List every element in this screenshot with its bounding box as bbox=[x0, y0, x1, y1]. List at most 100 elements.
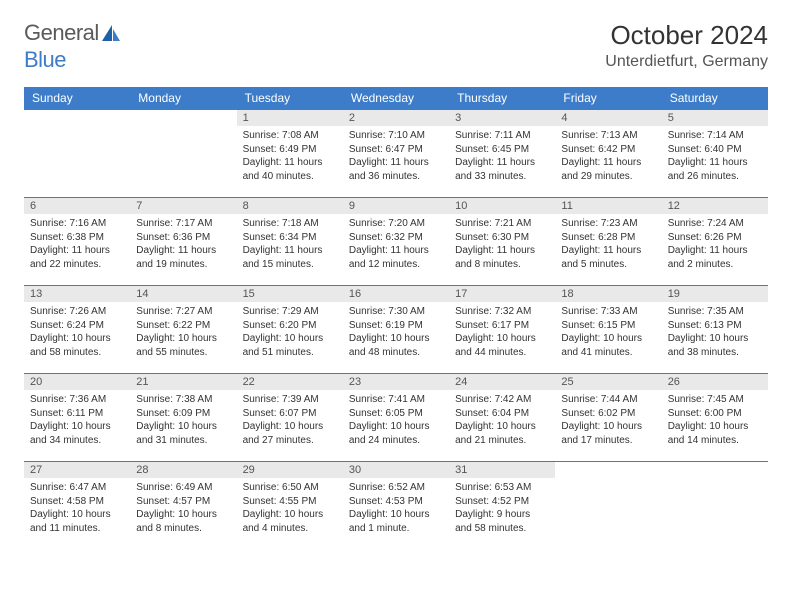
sunrise-text: Sunrise: 7:42 AM bbox=[455, 393, 549, 407]
daylight-text: Daylight: 10 hours and 48 minutes. bbox=[349, 332, 443, 359]
sunrise-text: Sunrise: 7:38 AM bbox=[136, 393, 230, 407]
day-details: Sunrise: 7:35 AMSunset: 6:13 PMDaylight:… bbox=[662, 302, 768, 363]
day-details: Sunrise: 6:52 AMSunset: 4:53 PMDaylight:… bbox=[343, 478, 449, 539]
sunrise-text: Sunrise: 7:21 AM bbox=[455, 217, 549, 231]
day-number: 12 bbox=[662, 198, 768, 214]
weekday-header: Thursday bbox=[449, 87, 555, 110]
day-details: Sunrise: 7:13 AMSunset: 6:42 PMDaylight:… bbox=[555, 126, 661, 187]
sunrise-text: Sunrise: 7:14 AM bbox=[668, 129, 762, 143]
calendar-day-cell: 31Sunrise: 6:53 AMSunset: 4:52 PMDayligh… bbox=[449, 462, 555, 550]
daylight-text: Daylight: 10 hours and 21 minutes. bbox=[455, 420, 549, 447]
day-number: 14 bbox=[130, 286, 236, 302]
daylight-text: Daylight: 10 hours and 38 minutes. bbox=[668, 332, 762, 359]
sunset-text: Sunset: 6:02 PM bbox=[561, 407, 655, 421]
calendar-day-cell bbox=[555, 462, 661, 550]
sunrise-text: Sunrise: 6:47 AM bbox=[30, 481, 124, 495]
calendar-day-cell: 29Sunrise: 6:50 AMSunset: 4:55 PMDayligh… bbox=[237, 462, 343, 550]
day-details: Sunrise: 7:17 AMSunset: 6:36 PMDaylight:… bbox=[130, 214, 236, 275]
daylight-text: Daylight: 10 hours and 44 minutes. bbox=[455, 332, 549, 359]
day-number: 26 bbox=[662, 374, 768, 390]
sunrise-text: Sunrise: 7:08 AM bbox=[243, 129, 337, 143]
calendar-day-cell: 27Sunrise: 6:47 AMSunset: 4:58 PMDayligh… bbox=[24, 462, 130, 550]
daylight-text: Daylight: 10 hours and 55 minutes. bbox=[136, 332, 230, 359]
sunset-text: Sunset: 6:24 PM bbox=[30, 319, 124, 333]
weekday-header: Saturday bbox=[662, 87, 768, 110]
weekday-header: Friday bbox=[555, 87, 661, 110]
calendar-day-cell: 12Sunrise: 7:24 AMSunset: 6:26 PMDayligh… bbox=[662, 198, 768, 286]
calendar-day-cell: 18Sunrise: 7:33 AMSunset: 6:15 PMDayligh… bbox=[555, 286, 661, 374]
sunset-text: Sunset: 6:45 PM bbox=[455, 143, 549, 157]
calendar-day-cell: 16Sunrise: 7:30 AMSunset: 6:19 PMDayligh… bbox=[343, 286, 449, 374]
sunrise-text: Sunrise: 7:36 AM bbox=[30, 393, 124, 407]
day-number: 24 bbox=[449, 374, 555, 390]
daylight-text: Daylight: 10 hours and 1 minute. bbox=[349, 508, 443, 535]
location-label: Unterdietfurt, Germany bbox=[605, 53, 768, 71]
sunset-text: Sunset: 6:20 PM bbox=[243, 319, 337, 333]
sunrise-text: Sunrise: 7:20 AM bbox=[349, 217, 443, 231]
page-header: General Blue October 2024 Unterdietfurt,… bbox=[24, 20, 768, 73]
day-details: Sunrise: 7:16 AMSunset: 6:38 PMDaylight:… bbox=[24, 214, 130, 275]
day-number: 4 bbox=[555, 110, 661, 126]
calendar-day-cell bbox=[24, 110, 130, 198]
calendar-day-cell bbox=[130, 110, 236, 198]
day-number: 23 bbox=[343, 374, 449, 390]
calendar-day-cell: 10Sunrise: 7:21 AMSunset: 6:30 PMDayligh… bbox=[449, 198, 555, 286]
sunset-text: Sunset: 6:36 PM bbox=[136, 231, 230, 245]
daylight-text: Daylight: 10 hours and 4 minutes. bbox=[243, 508, 337, 535]
calendar-day-cell: 22Sunrise: 7:39 AMSunset: 6:07 PMDayligh… bbox=[237, 374, 343, 462]
day-number: 3 bbox=[449, 110, 555, 126]
sunset-text: Sunset: 6:13 PM bbox=[668, 319, 762, 333]
daylight-text: Daylight: 11 hours and 19 minutes. bbox=[136, 244, 230, 271]
day-number: 17 bbox=[449, 286, 555, 302]
day-details: Sunrise: 6:49 AMSunset: 4:57 PMDaylight:… bbox=[130, 478, 236, 539]
day-number: 7 bbox=[130, 198, 236, 214]
sunrise-text: Sunrise: 7:27 AM bbox=[136, 305, 230, 319]
sunrise-text: Sunrise: 6:49 AM bbox=[136, 481, 230, 495]
weekday-header: Tuesday bbox=[237, 87, 343, 110]
month-title: October 2024 bbox=[605, 20, 768, 51]
day-details: Sunrise: 7:11 AMSunset: 6:45 PMDaylight:… bbox=[449, 126, 555, 187]
calendar-day-cell: 2Sunrise: 7:10 AMSunset: 6:47 PMDaylight… bbox=[343, 110, 449, 198]
calendar-day-cell: 1Sunrise: 7:08 AMSunset: 6:49 PMDaylight… bbox=[237, 110, 343, 198]
logo-text-blue: Blue bbox=[24, 47, 66, 72]
sunset-text: Sunset: 6:42 PM bbox=[561, 143, 655, 157]
calendar-day-cell: 13Sunrise: 7:26 AMSunset: 6:24 PMDayligh… bbox=[24, 286, 130, 374]
sunset-text: Sunset: 6:07 PM bbox=[243, 407, 337, 421]
day-details: Sunrise: 7:24 AMSunset: 6:26 PMDaylight:… bbox=[662, 214, 768, 275]
title-block: October 2024 Unterdietfurt, Germany bbox=[605, 20, 768, 71]
day-number: 28 bbox=[130, 462, 236, 478]
day-number: 30 bbox=[343, 462, 449, 478]
day-number: 8 bbox=[237, 198, 343, 214]
daylight-text: Daylight: 10 hours and 24 minutes. bbox=[349, 420, 443, 447]
daylight-text: Daylight: 10 hours and 11 minutes. bbox=[30, 508, 124, 535]
calendar-table: Sunday Monday Tuesday Wednesday Thursday… bbox=[24, 87, 768, 550]
day-number: 25 bbox=[555, 374, 661, 390]
calendar-day-cell: 7Sunrise: 7:17 AMSunset: 6:36 PMDaylight… bbox=[130, 198, 236, 286]
day-details: Sunrise: 7:42 AMSunset: 6:04 PMDaylight:… bbox=[449, 390, 555, 451]
logo-sail-icon bbox=[101, 24, 121, 47]
day-details: Sunrise: 7:08 AMSunset: 6:49 PMDaylight:… bbox=[237, 126, 343, 187]
day-number: 21 bbox=[130, 374, 236, 390]
calendar-day-cell: 28Sunrise: 6:49 AMSunset: 4:57 PMDayligh… bbox=[130, 462, 236, 550]
calendar-week-row: 1Sunrise: 7:08 AMSunset: 6:49 PMDaylight… bbox=[24, 110, 768, 198]
daylight-text: Daylight: 11 hours and 12 minutes. bbox=[349, 244, 443, 271]
calendar-day-cell bbox=[662, 462, 768, 550]
calendar-day-cell: 21Sunrise: 7:38 AMSunset: 6:09 PMDayligh… bbox=[130, 374, 236, 462]
sunrise-text: Sunrise: 6:52 AM bbox=[349, 481, 443, 495]
calendar-day-cell: 19Sunrise: 7:35 AMSunset: 6:13 PMDayligh… bbox=[662, 286, 768, 374]
calendar-day-cell: 3Sunrise: 7:11 AMSunset: 6:45 PMDaylight… bbox=[449, 110, 555, 198]
sunrise-text: Sunrise: 7:11 AM bbox=[455, 129, 549, 143]
sunrise-text: Sunrise: 6:53 AM bbox=[455, 481, 549, 495]
day-number: 11 bbox=[555, 198, 661, 214]
daylight-text: Daylight: 11 hours and 33 minutes. bbox=[455, 156, 549, 183]
daylight-text: Daylight: 10 hours and 41 minutes. bbox=[561, 332, 655, 359]
day-number: 27 bbox=[24, 462, 130, 478]
sunset-text: Sunset: 4:53 PM bbox=[349, 495, 443, 509]
calendar-day-cell: 4Sunrise: 7:13 AMSunset: 6:42 PMDaylight… bbox=[555, 110, 661, 198]
calendar-week-row: 27Sunrise: 6:47 AMSunset: 4:58 PMDayligh… bbox=[24, 462, 768, 550]
sunrise-text: Sunrise: 7:29 AM bbox=[243, 305, 337, 319]
daylight-text: Daylight: 11 hours and 5 minutes. bbox=[561, 244, 655, 271]
calendar-day-cell: 9Sunrise: 7:20 AMSunset: 6:32 PMDaylight… bbox=[343, 198, 449, 286]
day-number: 16 bbox=[343, 286, 449, 302]
daylight-text: Daylight: 10 hours and 34 minutes. bbox=[30, 420, 124, 447]
